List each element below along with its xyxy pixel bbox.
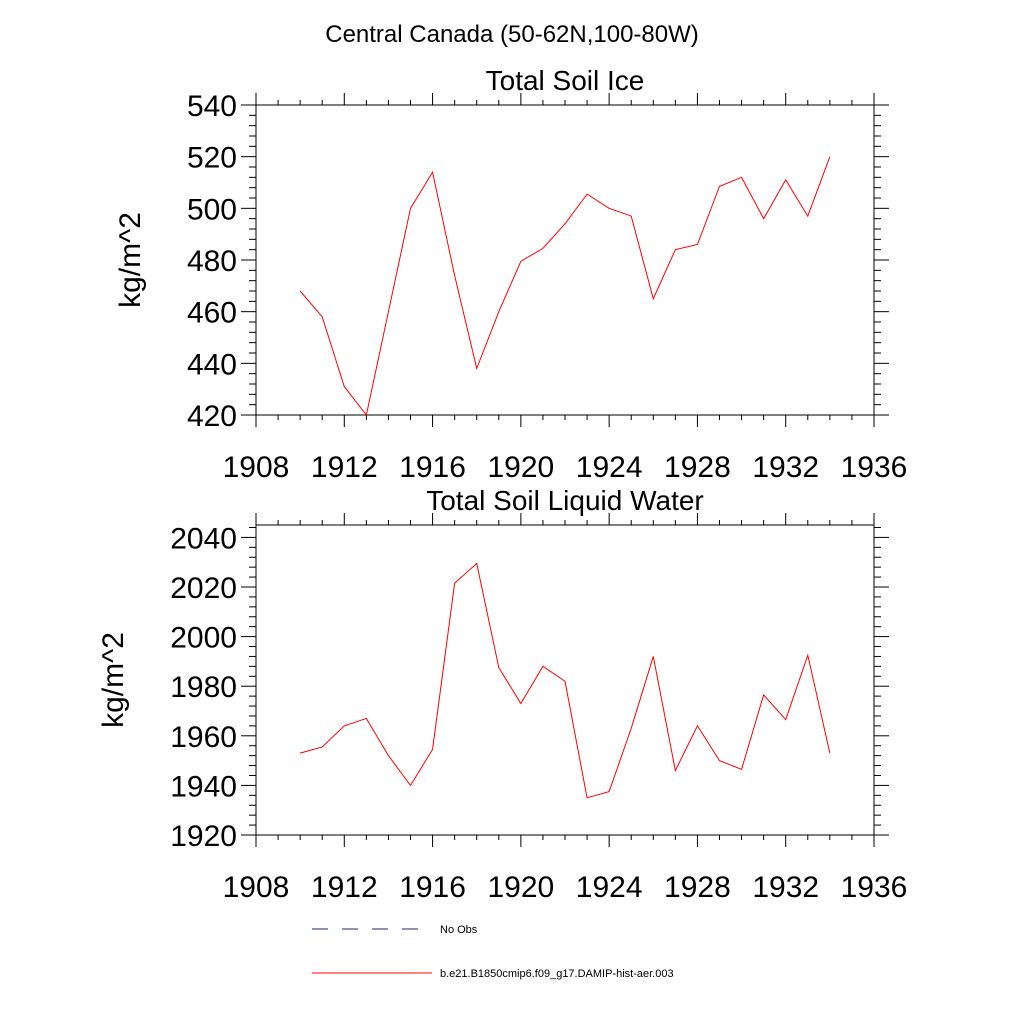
- figure-title: Central Canada (50-62N,100-80W): [325, 21, 699, 48]
- soil-liquid-water-x-tick-label: 1908: [223, 871, 290, 904]
- legend: No Obs b.e21.B1850cmip6.f09_g17.DAMIP-hi…: [312, 924, 674, 980]
- soil-ice-y-tick-label: 540: [187, 90, 237, 123]
- soil-ice-y-tick-label: 480: [187, 245, 237, 278]
- soil-liquid-water-ylabel: kg/m^2: [97, 632, 130, 728]
- soil-liquid-water-x-tick-label: 1920: [487, 871, 554, 904]
- soil-ice-y-tick-label: 520: [187, 142, 237, 175]
- soil-ice-x-tick-label: 1936: [841, 451, 908, 484]
- soil-liquid-water-series-line: [300, 562, 831, 799]
- soil-liquid-water-y-tick-label: 1980: [170, 671, 237, 704]
- soil-ice-x-tick-label: 1924: [576, 451, 643, 484]
- soil-liquid-water-x-tick-label: 1912: [311, 871, 378, 904]
- soil-ice-y-tick-label: 460: [187, 297, 237, 330]
- soil-ice-x-tick-label: 1928: [664, 451, 731, 484]
- soil-liquid-water-x-tick-label: 1916: [399, 871, 466, 904]
- soil-liquid-water-y-tick-label: 2020: [170, 572, 237, 605]
- soil-liquid-water-title: Total Soil Liquid Water: [426, 485, 704, 516]
- soil-ice-panel: Total Soil Ice kg/m^2 1908 1912 1916 1920 1924…: [114, 65, 907, 484]
- soil-liquid-water-panel: Total Soil Liquid Water kg/m^2 1908 1912 191…: [97, 485, 907, 904]
- soil-liquid-water-x-tick-label: 1932: [752, 871, 819, 904]
- soil-liquid-water-y-tick-label: 2000: [170, 622, 237, 655]
- soil-ice-x-tick-label: 1920: [487, 451, 554, 484]
- soil-ice-y-tick-label: 420: [187, 400, 237, 433]
- soil-ice-y-tick-label: 440: [187, 348, 237, 381]
- legend-label-no-obs: No Obs: [440, 924, 478, 936]
- soil-liquid-water-x-tick-label: 1936: [841, 871, 908, 904]
- soil-ice-x-tick-label: 1908: [223, 451, 290, 484]
- soil-ice-x-tick-label: 1916: [399, 451, 466, 484]
- soil-liquid-water-x-tick-label: 1928: [664, 871, 731, 904]
- soil-ice-x-tick-label: 1932: [752, 451, 819, 484]
- soil-ice-plot-frame: [255, 104, 875, 416]
- soil-ice-y-tick-label: 500: [187, 193, 237, 226]
- legend-label-model: b.e21.B1850cmip6.f09_g17.DAMIP-hist-aer.…: [440, 968, 674, 980]
- soil-ice-series-line: [299, 156, 831, 417]
- soil-liquid-water-y-tick-label: 1940: [170, 770, 237, 803]
- soil-ice-title: Total Soil Ice: [486, 65, 645, 96]
- soil-ice-x-tick-label: 1912: [311, 451, 378, 484]
- soil-liquid-water-y-tick-label: 1960: [170, 721, 237, 754]
- soil-liquid-water-plot-frame: [255, 524, 875, 836]
- soil-liquid-water-y-tick-label: 2040: [170, 522, 237, 555]
- soil-ice-ylabel: kg/m^2: [114, 212, 147, 308]
- soil-liquid-water-y-tick-label: 1920: [170, 820, 237, 853]
- soil-liquid-water-x-tick-label: 1924: [576, 871, 643, 904]
